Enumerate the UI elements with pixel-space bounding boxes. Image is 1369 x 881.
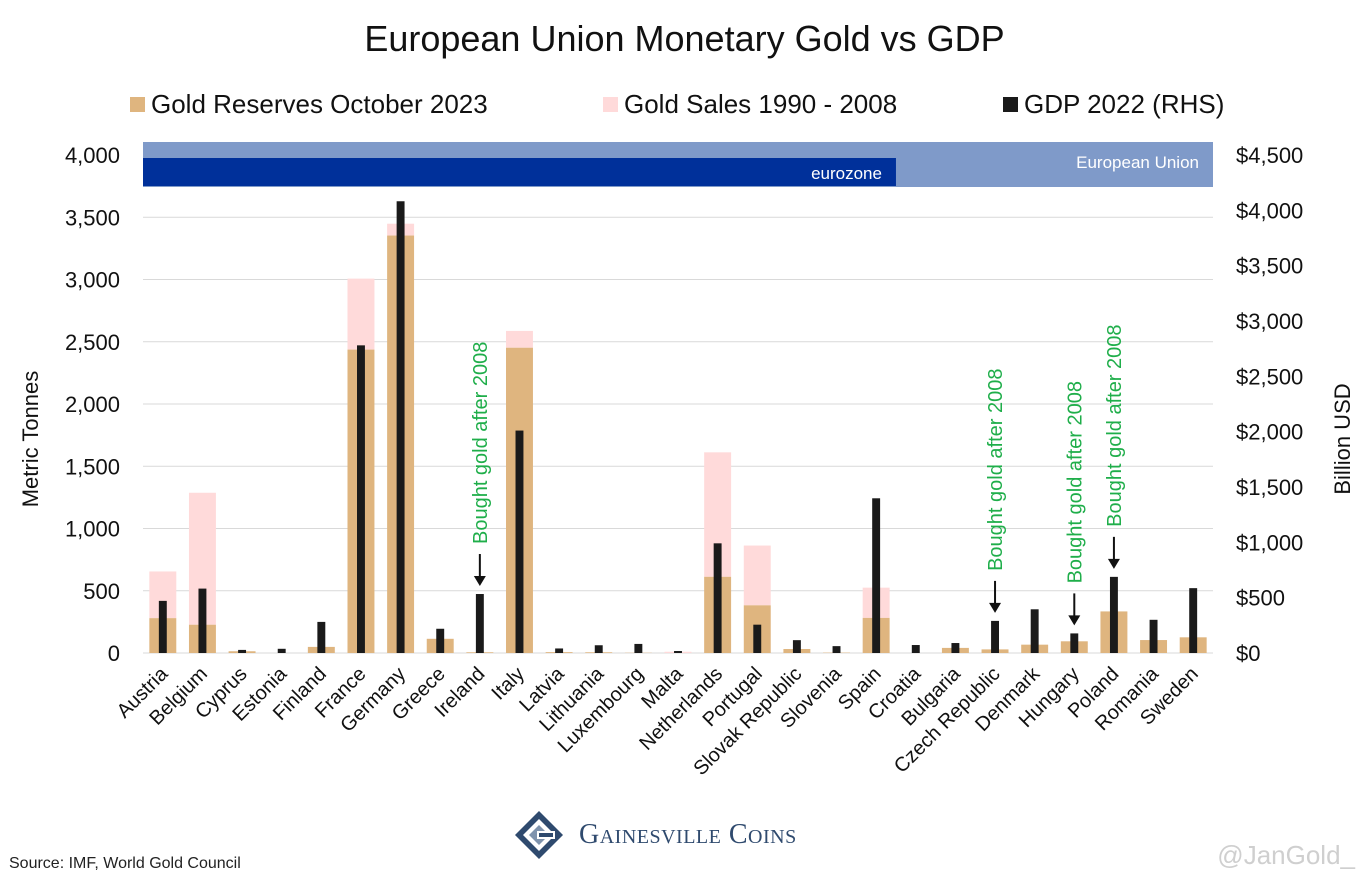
annotation-arrowhead-czech-republic [989,602,1002,613]
y-tick-label: 0 [108,641,120,666]
bar-gdp-slovak-republic [792,640,801,653]
bar-gdp-malta [674,651,682,653]
bar-gdp-romania [1149,619,1158,653]
legend-label-gold-sales: Gold Sales 1990 - 2008 [624,88,898,119]
annotation-text-ireland: Bought gold after 2008 [470,342,492,544]
bar-gdp-finland [317,621,326,653]
y-axis-title: Metric Tonnes [18,371,43,508]
bar-gdp-luxembourg [634,643,643,653]
y-tick-label: 2,500 [65,330,120,355]
legend-label-gold-reserves: Gold Reserves October 2023 [151,88,488,119]
bar-gdp-cyprus [238,649,247,653]
y-tick-label: 1,500 [65,454,120,479]
bar-gdp-portugal [753,624,762,653]
annotation-text-poland: Bought gold after 2008 [1104,324,1126,526]
y-tick-label: 3,500 [65,205,120,230]
legend-item-gdp: GDP 2022 (RHS) [1003,88,1224,120]
bar-gdp-sweden [1189,588,1198,653]
bar-gdp-italy [515,430,524,653]
watermark: @JanGold_ [1217,840,1355,870]
bar-gdp-poland [1109,576,1118,653]
y2-tick-label: $2,000 [1236,420,1303,445]
chart-title: European Union Monetary Gold vs GDP [364,18,1005,59]
y2-tick-label: $1,500 [1236,475,1303,500]
bar-gdp-netherlands [713,543,722,653]
y-tick-label: 2,000 [65,392,120,417]
bar-gdp-belgium [198,588,207,653]
bar-gdp-greece [436,628,445,653]
y2-tick-label: $0 [1236,641,1260,666]
legend-item-gold-reserves: Gold Reserves October 2023 [130,88,488,120]
y2-tick-label: $4,000 [1236,198,1303,223]
bar-gdp-slovenia [832,646,841,653]
bar-gold-sales-portugal [743,545,771,606]
annotation-arrowhead-hungary [1068,615,1081,626]
bar-gdp-croatia [911,645,920,653]
band-eurozone [143,158,896,186]
bar-gdp-ireland [475,594,484,653]
gainesville-logo-icon [515,811,563,859]
legend-item-gold-sales: Gold Sales 1990 - 2008 [603,88,897,120]
y-tick-label: 3,000 [65,268,120,293]
bar-gdp-france [357,345,365,653]
bar-gdp-estonia [277,648,286,653]
bar-gold-sales-italy [506,330,533,348]
y2-tick-label: $4,500 [1236,143,1303,168]
bar-gdp-bulgaria [951,643,960,653]
y-tick-label: 1,000 [65,517,120,542]
bar-gdp-lithuania [594,645,603,653]
bar-gdp-czech-republic [991,620,999,653]
bar-gold-sales-france [347,278,375,350]
bar-gdp-denmark [1030,609,1039,653]
legend-swatch-gold-sales [603,96,618,112]
brand-logo: Gainesville Coins [513,806,797,864]
bar-gdp-spain [872,498,881,653]
bar-gdp-austria [158,600,167,653]
band-label-eurozone: eurozone [811,164,882,183]
y2-tick-label: $2,500 [1236,364,1303,389]
y2-tick-label: $3,500 [1236,254,1303,279]
legend-label-gdp: GDP 2022 (RHS) [1024,88,1225,119]
annotation-text-czech-republic: Bought gold after 2008 [985,369,1007,571]
source-note: Source: IMF, World Gold Council [9,855,241,872]
band-label-european-union: European Union [1076,153,1199,172]
y-tick-label: 4,000 [65,143,120,168]
legend-swatch-gdp [1003,96,1018,112]
legend-swatch-gold-reserves [130,96,145,112]
y2-tick-label: $1,000 [1236,530,1303,555]
y2-tick-label: $3,000 [1236,309,1303,334]
bar-gdp-hungary [1070,633,1079,653]
y2-axis-title: Billion USD [1330,383,1355,494]
annotation-text-hungary: Bought gold after 2008 [1064,381,1086,583]
y2-tick-label: $500 [1236,586,1285,611]
bar-gdp-germany [396,201,405,653]
brand-name: Gainesville Coins [579,819,797,850]
annotation-arrowhead-ireland [473,576,486,587]
y-tick-label: 500 [83,579,120,604]
bar-gdp-latvia [555,648,564,653]
annotation-arrowhead-poland [1107,558,1120,569]
